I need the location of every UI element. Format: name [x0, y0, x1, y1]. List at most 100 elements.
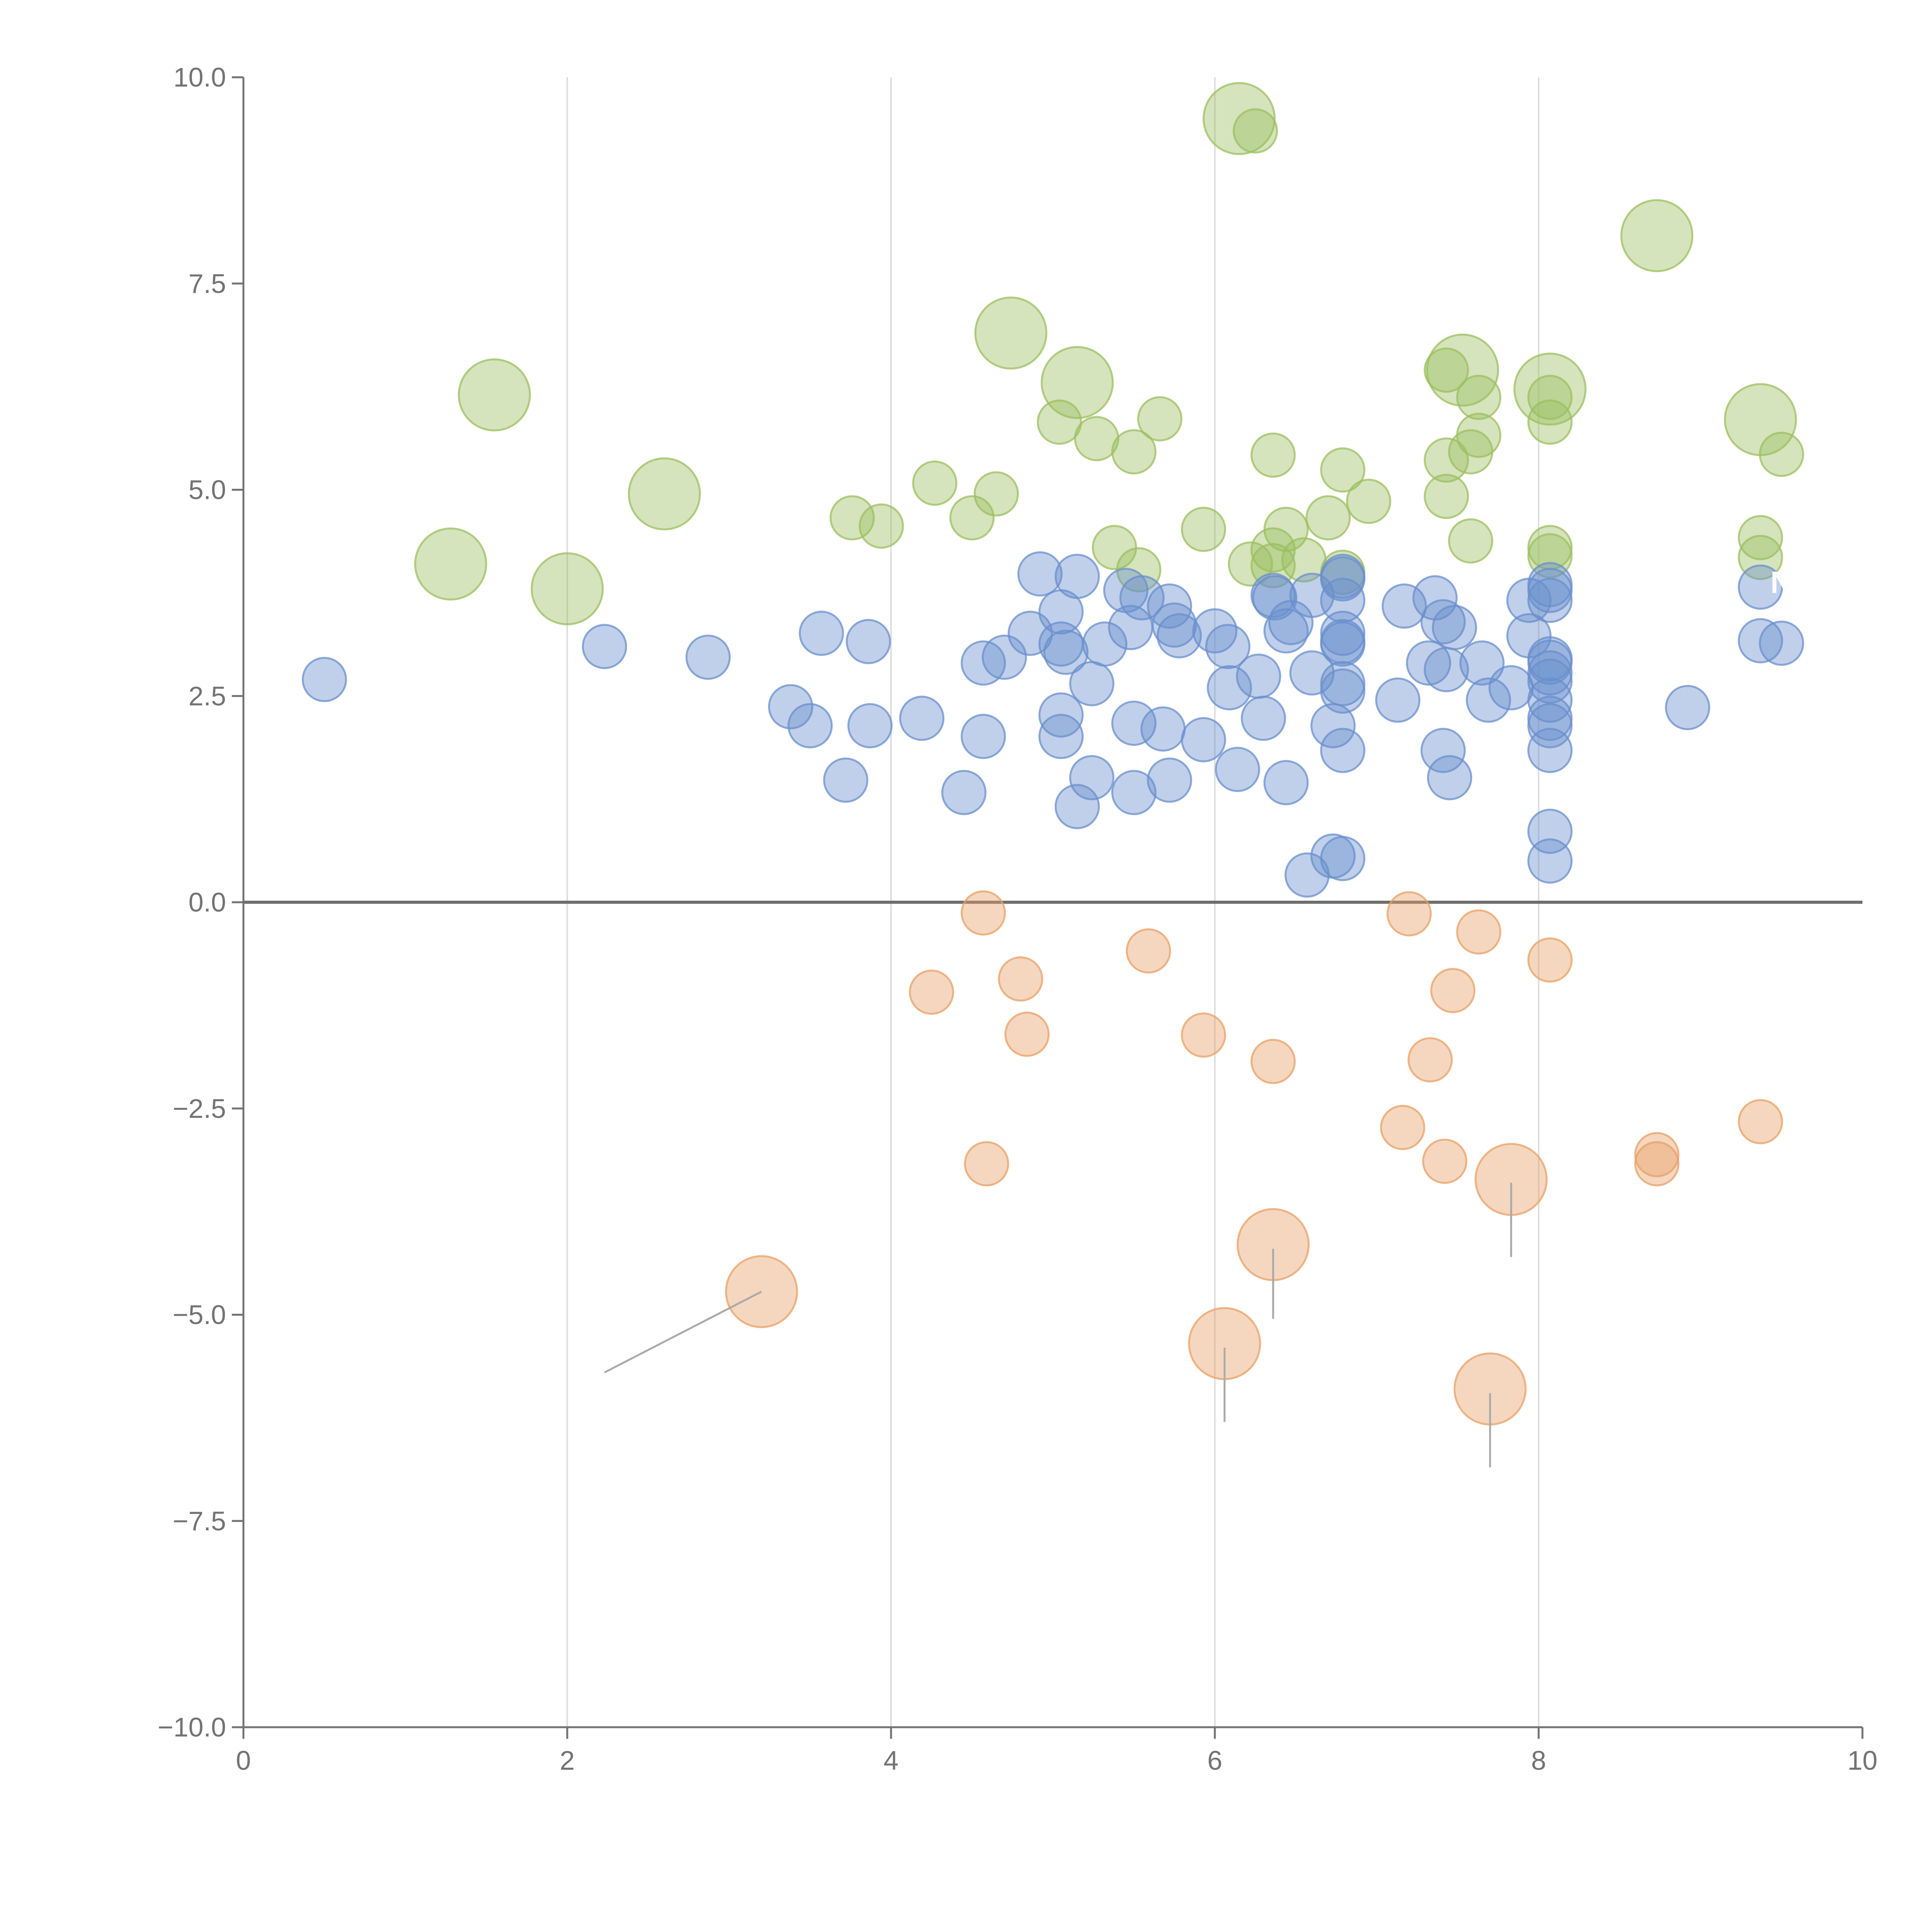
- blue-point: [1111, 770, 1156, 815]
- orange-point: [998, 956, 1043, 1002]
- x-tick-label: 2: [560, 1745, 575, 1776]
- green-point: [1137, 396, 1183, 442]
- green-point: [1320, 447, 1366, 493]
- orange-point: [1004, 1012, 1050, 1057]
- blue-point: [1069, 755, 1115, 801]
- green-point: [1527, 374, 1573, 420]
- blue-point: [1432, 605, 1477, 650]
- green-point: [829, 495, 875, 541]
- orange-point: [1386, 891, 1432, 937]
- blue-point: [1147, 757, 1192, 803]
- blue-point: [1069, 661, 1115, 706]
- green-point: [859, 503, 904, 549]
- y-tick-label: 2.5: [189, 681, 226, 711]
- x-tick-label: 4: [884, 1745, 899, 1776]
- blue-point: [1250, 573, 1296, 618]
- blue-point: [1236, 653, 1281, 699]
- green-point: [1037, 399, 1082, 445]
- orange-point: [1430, 968, 1476, 1013]
- blue-point: [1527, 703, 1573, 748]
- blue-point: [768, 684, 813, 730]
- blue-point: [1527, 728, 1573, 773]
- tick-labels: −10.0 −7.5 −5.0 −2.5 0.0 2.5 5.0 7.5 10.0 0 2 4 6 8 10…: [158, 62, 1878, 1776]
- blue-point: [1207, 665, 1252, 711]
- blue-point: [1284, 852, 1330, 898]
- x-tick-label: 0: [236, 1745, 251, 1776]
- orange-point: [1738, 1099, 1783, 1145]
- green-point: [1426, 333, 1499, 407]
- green-point: [1759, 432, 1804, 477]
- blue-point: [1381, 583, 1427, 629]
- x-tick-label: 8: [1531, 1745, 1546, 1776]
- blue-point: [1466, 677, 1511, 723]
- orange-point: [1422, 1138, 1468, 1184]
- y-tick-label: 7.5: [189, 269, 226, 299]
- blue-point: [899, 696, 945, 741]
- leader-lines: [604, 1182, 1512, 1468]
- blue-point: [1488, 665, 1534, 711]
- blue-point: [302, 657, 347, 702]
- orange-point: [961, 890, 1006, 936]
- green-point: [1513, 352, 1587, 426]
- blue-point: [1527, 639, 1573, 685]
- green-point: [912, 460, 957, 506]
- y-tick-label: 10.0: [173, 62, 226, 92]
- y-tick-label: −7.5: [173, 1506, 226, 1536]
- x-tick-label: 10: [1847, 1745, 1878, 1776]
- blue-point: [799, 611, 844, 656]
- blue-point: [1527, 658, 1573, 704]
- green-point: [1448, 518, 1493, 564]
- blue-point: [1241, 696, 1286, 741]
- blue-point: [1423, 647, 1469, 692]
- green-point: [1423, 437, 1469, 483]
- green-point: [414, 527, 487, 601]
- blue-point: [1527, 578, 1573, 623]
- y-tick-label: 0.0: [189, 887, 226, 917]
- annotation-label: N: [1770, 565, 1793, 599]
- green-point: [1305, 495, 1351, 541]
- green-point: [531, 552, 604, 626]
- blue-point: [1147, 583, 1192, 629]
- orange-point: [909, 969, 954, 1015]
- y-tick-label: −2.5: [173, 1094, 226, 1124]
- green-point: [974, 296, 1048, 370]
- data-points: [302, 82, 1804, 1426]
- blue-point: [1527, 838, 1573, 884]
- green-point: [1456, 374, 1502, 420]
- blue-point: [1205, 624, 1251, 669]
- blue-point: [1111, 701, 1156, 746]
- green-point: [1527, 399, 1573, 445]
- x-tick-label: 6: [1208, 1745, 1223, 1776]
- blue-point: [1263, 608, 1309, 654]
- orange-point: [1380, 1105, 1425, 1150]
- blue-point: [1082, 621, 1128, 667]
- blue-point: [1192, 608, 1238, 654]
- orange-point: [1527, 937, 1573, 983]
- blue-point: [685, 634, 731, 680]
- orange-point: [1407, 1037, 1453, 1083]
- orange-point: [1126, 928, 1171, 974]
- green-point: [1423, 474, 1469, 519]
- blue-point: [1215, 747, 1260, 792]
- green-point: [1233, 108, 1278, 154]
- blue-point: [981, 634, 1027, 680]
- green-point: [457, 358, 531, 432]
- blue-point: [1054, 554, 1100, 599]
- blue-point: [1156, 613, 1202, 658]
- blue-point: [1320, 621, 1366, 667]
- blue-point: [1181, 717, 1226, 762]
- blue-point: [1043, 629, 1089, 675]
- green-point: [1620, 199, 1694, 272]
- green-point: [1423, 347, 1469, 393]
- orange-point: [1634, 1141, 1680, 1187]
- blue-point: [941, 770, 987, 815]
- blue-point: [1140, 706, 1186, 752]
- green-point: [1111, 429, 1156, 474]
- green-point: [1250, 432, 1296, 478]
- blue-point: [1527, 568, 1573, 613]
- green-point: [1074, 416, 1119, 461]
- green-point: [1738, 515, 1783, 560]
- blue-point: [1527, 677, 1573, 723]
- green-point: [628, 457, 701, 531]
- blue-point: [1738, 564, 1783, 610]
